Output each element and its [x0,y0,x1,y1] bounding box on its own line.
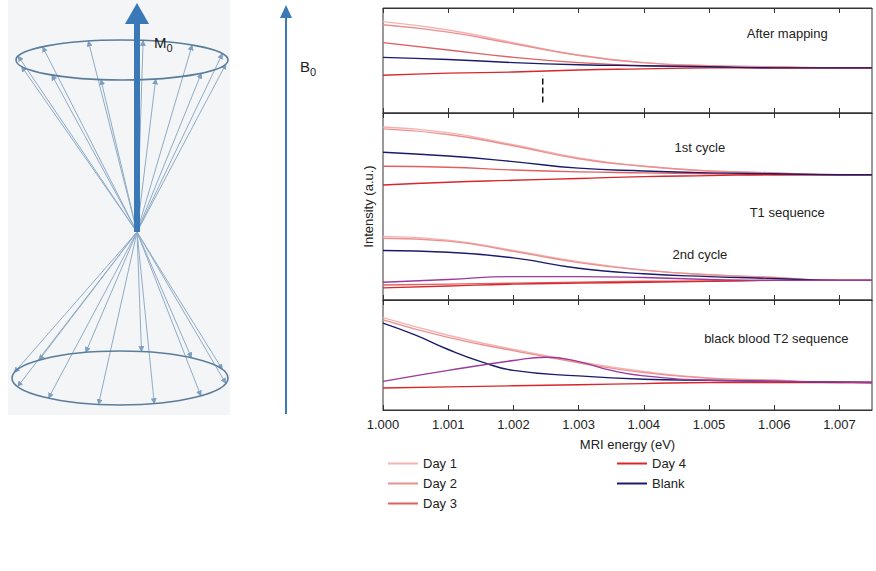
svg-text:1.003: 1.003 [562,417,595,432]
svg-text:Day 4: Day 4 [652,456,686,471]
svg-text:Blank: Blank [652,476,685,491]
svg-text:B0: B0 [300,58,316,78]
svg-text:Day 3: Day 3 [423,496,457,511]
svg-text:1.004: 1.004 [628,417,661,432]
svg-text:black blood T2 sequence: black blood T2 sequence [704,331,848,346]
svg-text:MRI energy (eV): MRI energy (eV) [580,437,675,452]
svg-text:2nd cycle: 2nd cycle [672,247,727,262]
svg-text:After mapping: After mapping [747,26,828,41]
svg-text:1.002: 1.002 [497,417,530,432]
svg-text:1.006: 1.006 [758,417,791,432]
svg-text:Day 2: Day 2 [423,476,457,491]
svg-text:1st cycle: 1st cycle [675,140,726,155]
svg-text:Intensity (a.u.): Intensity (a.u.) [361,165,376,247]
svg-text:1.000: 1.000 [367,417,400,432]
svg-text:T1 sequence: T1 sequence [750,205,825,220]
svg-text:1.007: 1.007 [823,417,856,432]
svg-text:1.005: 1.005 [693,417,726,432]
svg-text:M0: M0 [154,34,173,54]
svg-text:Day 1: Day 1 [423,456,457,471]
svg-text:1.001: 1.001 [432,417,465,432]
